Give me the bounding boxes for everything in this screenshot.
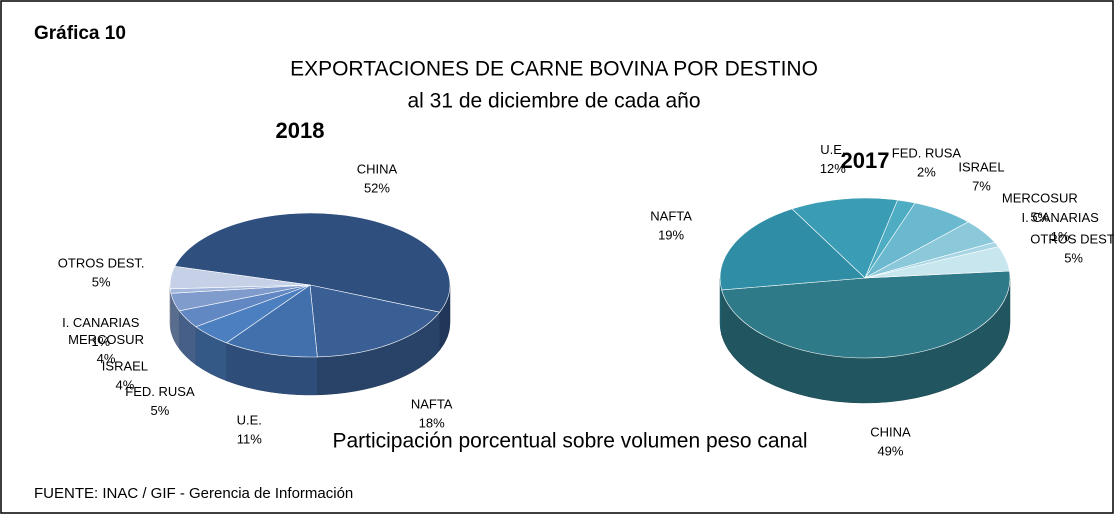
value-label: 52% <box>364 180 390 195</box>
source: FUENTE: INAC / GIF - Gerencia de Informa… <box>34 485 353 502</box>
value-label: 1% <box>1051 229 1070 244</box>
category-label: ISRAEL <box>102 358 148 373</box>
value-label: 19% <box>658 228 684 243</box>
slice <box>169 266 311 290</box>
category-label: U.E. <box>820 142 845 157</box>
slice <box>791 197 899 279</box>
category-label: FED. RUSA <box>892 145 962 160</box>
value-label: 5% <box>1030 210 1049 225</box>
value-label: 4% <box>116 377 135 392</box>
category-label: I. CANARIAS <box>1022 210 1100 225</box>
chart-title: EXPORTACIONES DE CARNE BOVINA POR DESTIN… <box>290 58 818 81</box>
value-label: 1% <box>91 334 110 349</box>
slice <box>721 270 1011 359</box>
value-label: 18% <box>419 416 445 431</box>
category-label: FED. RUSA <box>125 384 195 399</box>
chart-subtitle: al 31 de diciembre de cada año <box>407 90 700 113</box>
category-label: U.E. <box>237 413 262 428</box>
category-label: OTROS DEST. <box>1030 231 1114 246</box>
value-label: 5% <box>1064 250 1083 265</box>
value-label: 5% <box>92 275 111 290</box>
category-label: NAFTA <box>650 209 692 224</box>
value-label: 12% <box>820 161 846 176</box>
slice <box>864 246 1010 279</box>
slice <box>719 208 866 291</box>
category-label: CHINA <box>870 425 911 440</box>
slice <box>174 212 451 313</box>
category-label: ISRAEL <box>958 160 1004 175</box>
caption: Participación porcentual sobre volumen p… <box>332 430 807 453</box>
value-label: 49% <box>877 444 903 459</box>
value-label: 2% <box>917 164 936 179</box>
slice <box>225 284 318 358</box>
value-label: 11% <box>237 432 262 447</box>
category-label: MERCOSUR <box>1002 191 1078 206</box>
pie-title: 2017 <box>841 148 890 173</box>
category-label: MERCOSUR <box>68 332 144 347</box>
category-label: OTROS DEST. <box>58 256 145 271</box>
value-label: 5% <box>151 403 170 418</box>
pie-title: 2018 <box>276 118 325 143</box>
value-label: 4% <box>97 351 116 366</box>
chart-label: Gráfica 10 <box>34 23 126 44</box>
category-label: I. CANARIAS <box>62 315 140 330</box>
category-label: NAFTA <box>411 397 453 412</box>
category-label: CHINA <box>357 161 398 176</box>
slice <box>309 284 441 358</box>
value-label: 7% <box>972 179 991 194</box>
